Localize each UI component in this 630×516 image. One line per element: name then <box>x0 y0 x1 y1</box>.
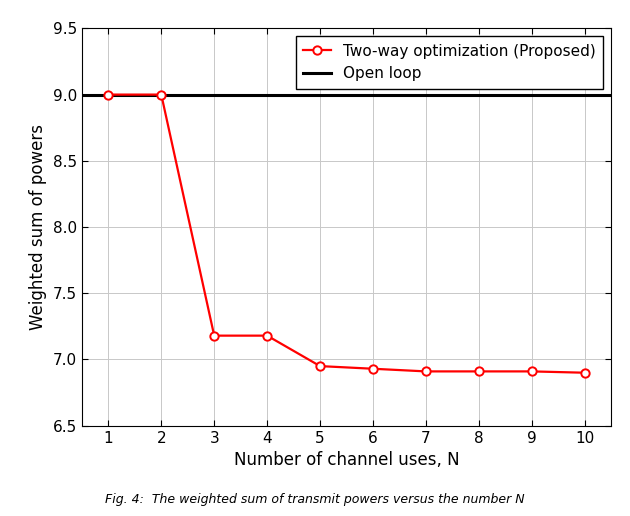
Two-way optimization (Proposed) <box>528 368 536 375</box>
Two-way optimization (Proposed) <box>105 91 112 98</box>
Y-axis label: Weighted sum of powers: Weighted sum of powers <box>29 124 47 330</box>
Two-way optimization (Proposed) <box>581 369 588 376</box>
Text: Fig. 4:  The weighted sum of transmit powers versus the number N: Fig. 4: The weighted sum of transmit pow… <box>105 493 525 506</box>
Two-way optimization (Proposed) <box>475 368 483 375</box>
X-axis label: Number of channel uses, N: Number of channel uses, N <box>234 451 459 469</box>
Two-way optimization (Proposed) <box>422 368 430 375</box>
Two-way optimization (Proposed) <box>369 366 377 372</box>
Two-way optimization (Proposed) <box>210 332 218 338</box>
Two-way optimization (Proposed) <box>263 332 271 338</box>
Open loop <box>105 91 112 98</box>
Two-way optimization (Proposed) <box>158 91 165 98</box>
Legend: Two-way optimization (Proposed), Open loop: Two-way optimization (Proposed), Open lo… <box>295 36 604 89</box>
Line: Two-way optimization (Proposed): Two-way optimization (Proposed) <box>104 90 589 377</box>
Open loop <box>52 91 59 98</box>
Two-way optimization (Proposed) <box>316 363 324 369</box>
